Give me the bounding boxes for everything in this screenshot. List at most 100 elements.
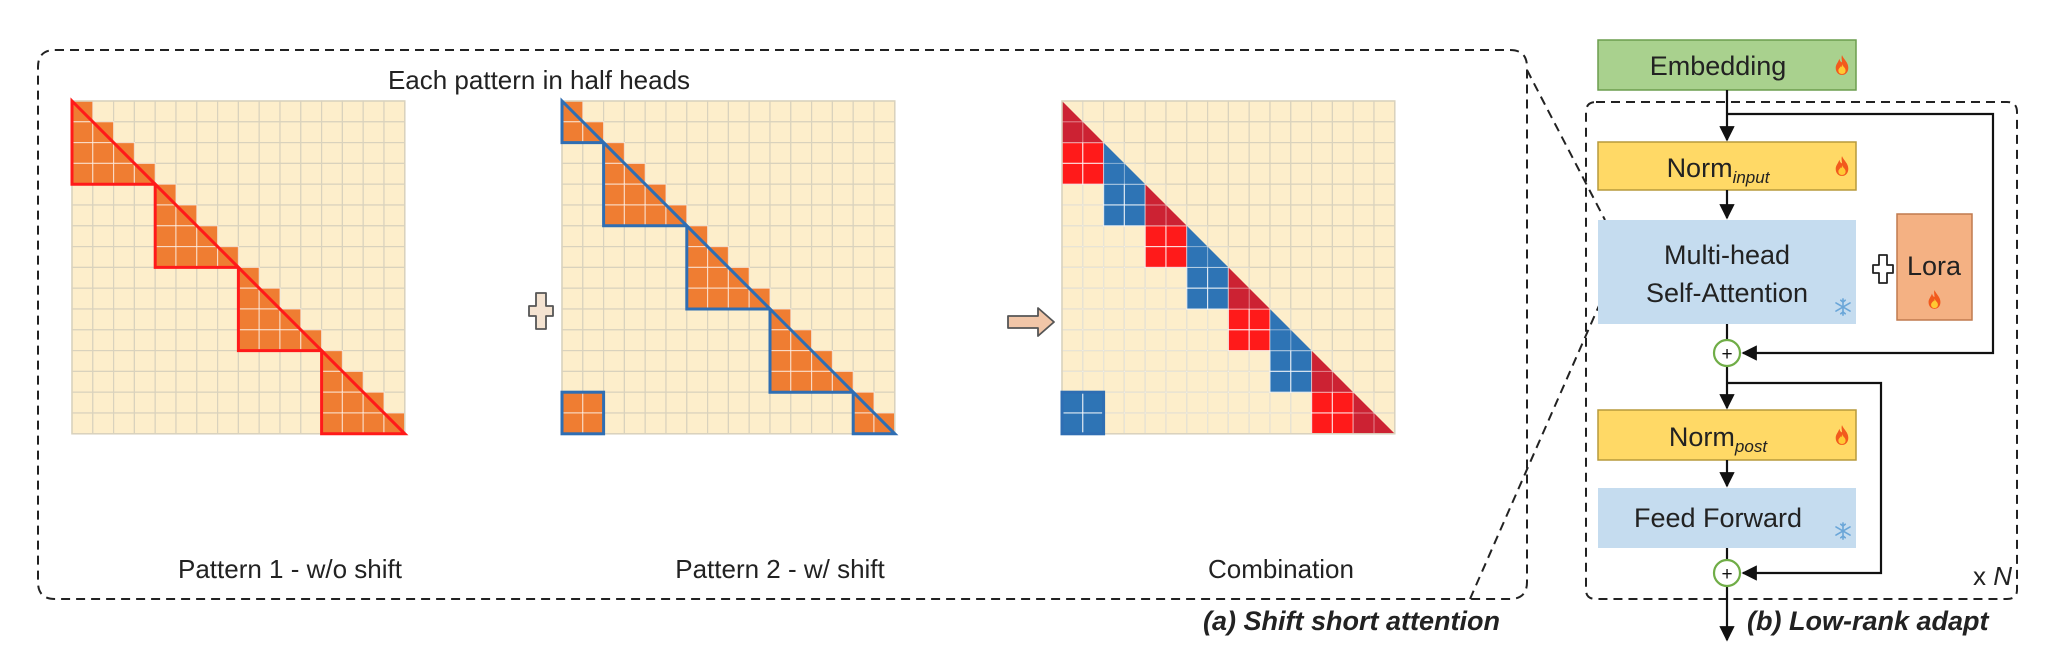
grid-cell xyxy=(644,350,667,373)
grid-cell xyxy=(665,308,688,331)
grid-cell xyxy=(1206,225,1229,248)
grid-cell xyxy=(1082,308,1105,331)
grid-cell xyxy=(810,225,833,248)
attention-cell xyxy=(1206,266,1229,289)
grid-cell xyxy=(1061,225,1084,248)
grid-cell xyxy=(154,350,177,373)
grid-cell xyxy=(196,100,219,123)
grid-overlay xyxy=(1103,308,1125,331)
grid-cell xyxy=(1227,370,1250,393)
diagonal-triangle xyxy=(1103,142,1146,185)
grid-cell xyxy=(341,162,364,185)
grid-cell xyxy=(1102,308,1125,331)
attention-cell xyxy=(1227,308,1250,331)
grid-overlay xyxy=(1123,162,1146,185)
grid-cell xyxy=(686,162,709,185)
grid-cell xyxy=(175,350,198,373)
grid-cell xyxy=(831,391,854,414)
grid-cell xyxy=(1373,287,1396,310)
grid-cell xyxy=(602,308,625,331)
grid-cell xyxy=(727,370,750,393)
grid-cell xyxy=(1310,287,1333,310)
grid-cell xyxy=(582,100,605,123)
grid-cell xyxy=(1373,370,1396,393)
grid-cell xyxy=(748,225,771,248)
grid-cell xyxy=(258,350,281,373)
grid-cell xyxy=(196,329,219,352)
grid-cell xyxy=(237,225,260,248)
grid-overlay xyxy=(1207,308,1229,331)
grid-cell xyxy=(341,121,364,144)
grid-cell xyxy=(92,287,115,310)
grid-overlay xyxy=(1227,391,1250,414)
grid-cell xyxy=(217,121,240,144)
grid-cell xyxy=(1061,246,1084,269)
right-arrow-icon xyxy=(1007,307,1055,337)
grid-cell xyxy=(321,204,344,227)
grid-cell xyxy=(258,225,281,248)
attention-cell xyxy=(769,350,792,373)
grid-cell xyxy=(810,142,833,165)
grid-cell xyxy=(175,162,198,185)
grid-overlay xyxy=(1269,391,1292,414)
grid-cell xyxy=(748,183,771,206)
grid-overlay xyxy=(1186,225,1209,248)
grid-cell xyxy=(1269,266,1292,289)
grid-cell xyxy=(217,225,240,248)
grid-cell xyxy=(623,246,646,269)
grid-overlay xyxy=(1082,308,1105,331)
attention-cell xyxy=(258,329,281,352)
grid-cell xyxy=(133,308,156,331)
grid-cell xyxy=(1165,370,1188,393)
grid-cell xyxy=(623,142,646,165)
grid-cell xyxy=(1144,391,1167,414)
grid-cell xyxy=(383,121,406,144)
grid-cell xyxy=(1352,183,1375,206)
diagonal-triangle xyxy=(1062,101,1104,143)
grid-cell xyxy=(748,329,771,352)
grid-cell xyxy=(1165,121,1188,144)
grid-cell xyxy=(1331,225,1354,248)
grid-cell xyxy=(561,246,584,269)
grid-cell xyxy=(279,350,302,373)
grid-cell xyxy=(1102,391,1125,414)
grid-cell xyxy=(810,391,833,414)
grid-cell xyxy=(92,370,115,393)
grid-cell xyxy=(602,391,625,414)
grid-cell xyxy=(769,225,792,248)
grid-cell xyxy=(1331,308,1354,331)
attention-cell xyxy=(1248,329,1271,352)
grid-overlay xyxy=(1082,162,1105,185)
attention-cell xyxy=(71,162,94,185)
grid-cell xyxy=(258,142,281,165)
grid-cell xyxy=(237,246,260,269)
grid-overlay xyxy=(1186,308,1209,331)
grid-cell xyxy=(362,329,385,352)
attention-cell xyxy=(1269,350,1292,373)
grid-cell xyxy=(1123,370,1146,393)
grid-overlay xyxy=(1269,329,1292,352)
grid-cell xyxy=(1186,204,1209,227)
grid-cell xyxy=(873,370,896,393)
grid-cell xyxy=(810,308,833,331)
grid-cell xyxy=(1373,329,1396,352)
grid-cell xyxy=(623,370,646,393)
attention-cell xyxy=(706,266,729,289)
svg-text:+: + xyxy=(1721,564,1732,585)
grid-cell xyxy=(873,329,896,352)
grid-cell xyxy=(196,162,219,185)
grid-cell xyxy=(196,142,219,165)
attention-cell xyxy=(175,225,198,248)
grid-overlay xyxy=(1103,350,1125,372)
grid-cell xyxy=(258,266,281,289)
pattern-2-group-outline xyxy=(685,222,774,311)
grid-cell xyxy=(341,266,364,289)
grid-cell xyxy=(1310,183,1333,206)
grid-cell xyxy=(217,266,240,289)
grid-cell xyxy=(1248,391,1271,414)
grid-cell xyxy=(300,350,323,373)
grid-cell xyxy=(300,370,323,393)
attention-cell xyxy=(1082,412,1105,435)
grid-cell xyxy=(748,204,771,227)
grid-cell xyxy=(175,121,198,144)
